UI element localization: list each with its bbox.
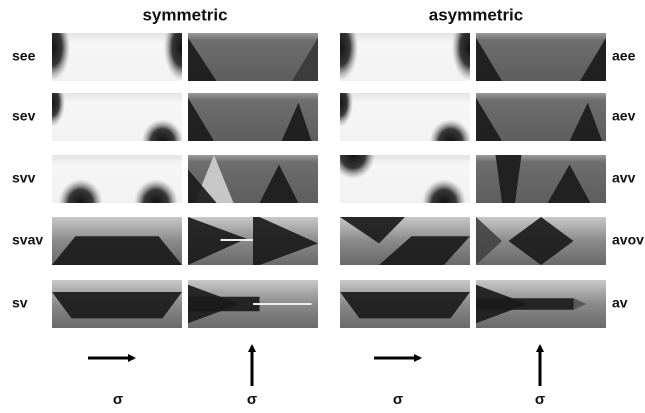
column-title: symmetric [142, 5, 227, 24]
panel [340, 93, 470, 141]
panel [52, 93, 182, 141]
shade [52, 236, 182, 265]
row-label: sev [12, 108, 36, 124]
panel [340, 155, 470, 203]
sigma-label: σ [535, 391, 545, 408]
panel [188, 93, 318, 141]
panel [188, 280, 318, 328]
row-label: avov [612, 232, 644, 248]
shade [281, 102, 312, 141]
shade [495, 155, 522, 203]
shade [52, 292, 182, 319]
panel [188, 155, 318, 203]
shade [188, 296, 260, 312]
panel [476, 93, 606, 141]
shade [476, 298, 574, 310]
shade [379, 236, 470, 265]
shade [292, 37, 318, 81]
sigma-label: σ [247, 391, 257, 408]
shade [476, 217, 502, 265]
shade [188, 97, 214, 141]
shade [188, 217, 247, 265]
panel-bg [340, 33, 470, 81]
shade [569, 102, 603, 141]
row-label: av [612, 295, 628, 311]
shade [340, 155, 376, 179]
panel [188, 33, 318, 81]
panel [188, 217, 318, 265]
row-label: sv [12, 295, 28, 311]
panels [52, 33, 606, 328]
shade [188, 37, 217, 81]
shade [52, 93, 65, 127]
row-label: aev [612, 108, 636, 124]
row-label: avv [612, 170, 636, 186]
shade [340, 217, 405, 244]
shade [141, 119, 182, 141]
panel [52, 280, 182, 328]
shade [253, 217, 318, 265]
panel [340, 280, 470, 328]
shade [340, 292, 470, 319]
shade [547, 164, 591, 203]
panel [52, 33, 182, 81]
shade [52, 33, 71, 81]
shade [163, 33, 182, 81]
shade [58, 179, 103, 203]
panel-bg [476, 33, 606, 81]
panel [340, 33, 470, 81]
panel [476, 217, 606, 265]
shade [476, 97, 502, 141]
shade [340, 33, 359, 81]
row-label: svv [12, 170, 36, 186]
shade [580, 37, 606, 81]
panel [476, 33, 606, 81]
column-title: asymmetric [429, 5, 524, 24]
panel [52, 217, 182, 265]
sigma-label: σ [113, 391, 123, 408]
shade [340, 93, 353, 127]
row-label: see [12, 48, 36, 64]
shade [133, 179, 179, 203]
panel-bg [52, 33, 182, 81]
shade [259, 164, 299, 203]
shade [476, 37, 502, 81]
panel [340, 217, 470, 265]
shade [508, 217, 574, 265]
sigma-label: σ [393, 391, 403, 408]
panel [476, 280, 606, 328]
row-label: aee [612, 48, 636, 64]
shade [188, 169, 217, 203]
shade [429, 119, 470, 141]
panel [52, 155, 182, 203]
shade [421, 179, 467, 203]
row-label: svav [12, 232, 43, 248]
shade [451, 33, 470, 81]
shade [573, 298, 587, 310]
panel [476, 155, 606, 203]
